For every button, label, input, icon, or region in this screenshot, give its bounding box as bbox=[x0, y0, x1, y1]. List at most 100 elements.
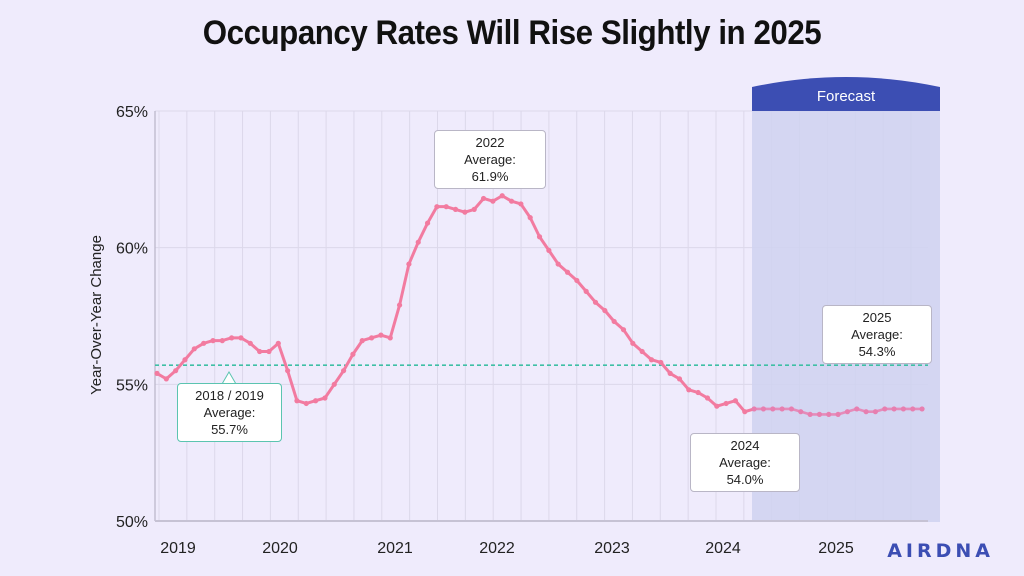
data-point bbox=[658, 359, 664, 366]
x-tick-label: 2020 bbox=[262, 540, 298, 557]
reference-line bbox=[155, 364, 928, 385]
data-point bbox=[173, 368, 179, 374]
airdna-logo: AIRDNA bbox=[887, 540, 994, 562]
data-point bbox=[676, 376, 683, 382]
data-point bbox=[695, 389, 701, 396]
data-point bbox=[341, 368, 347, 374]
data-point bbox=[564, 269, 571, 275]
data-point bbox=[508, 198, 515, 204]
data-point bbox=[415, 239, 421, 245]
annotation-title: 2022 bbox=[475, 135, 505, 150]
data-point bbox=[247, 340, 253, 346]
data-point bbox=[238, 335, 244, 341]
data-point bbox=[704, 395, 711, 401]
data-point bbox=[182, 357, 188, 363]
data-point bbox=[844, 409, 851, 415]
x-tick-label: 2024 bbox=[705, 540, 741, 557]
annotation-avg-2019: 2018 / 2019 Average: 55.7% bbox=[177, 383, 282, 442]
data-point bbox=[910, 406, 916, 412]
data-point bbox=[480, 195, 487, 202]
data-point bbox=[331, 381, 337, 387]
axes: 50% 55% 60% 65% 2019 2020 2021 2022 2023 2024 2025 bbox=[116, 104, 928, 557]
data-point bbox=[452, 206, 459, 212]
chart-title: Occupancy Rates Will Rise Slightly in 20… bbox=[202, 14, 822, 52]
y-tick-label: 55% bbox=[116, 377, 148, 394]
data-point bbox=[854, 406, 860, 412]
data-point bbox=[275, 340, 281, 346]
x-tick-label: 2022 bbox=[479, 540, 515, 557]
data-point bbox=[732, 398, 739, 404]
data-point bbox=[471, 206, 477, 212]
data-point bbox=[648, 357, 655, 363]
data-point bbox=[396, 302, 403, 308]
data-point bbox=[798, 409, 804, 415]
data-point bbox=[872, 409, 879, 415]
series-line-actual bbox=[156, 194, 755, 414]
annotation-title: 2024 bbox=[730, 438, 760, 453]
annotation-title: 2025 bbox=[862, 310, 892, 325]
data-point bbox=[546, 247, 552, 253]
annotation-title: 2018 / 2019 bbox=[195, 388, 264, 403]
annotation-value: Average: 61.9% bbox=[464, 152, 516, 184]
x-tick-label: 2025 bbox=[818, 540, 854, 557]
data-point bbox=[443, 204, 449, 210]
data-point bbox=[378, 332, 384, 338]
data-point bbox=[760, 406, 767, 412]
forecast-label: Forecast bbox=[817, 88, 876, 105]
data-point bbox=[527, 215, 533, 221]
data-point bbox=[406, 261, 412, 267]
data-point bbox=[490, 198, 496, 204]
annotation-avg-2022: 2022 Average: 61.9% bbox=[434, 130, 546, 189]
series-occupancy bbox=[154, 193, 925, 417]
data-point bbox=[322, 395, 328, 401]
data-point bbox=[303, 400, 309, 407]
data-point bbox=[359, 338, 365, 344]
data-point bbox=[266, 348, 272, 355]
data-point bbox=[882, 406, 888, 412]
forecast-header bbox=[752, 77, 940, 111]
data-point bbox=[770, 406, 776, 412]
data-point bbox=[686, 387, 692, 393]
x-tick-label: 2019 bbox=[160, 540, 196, 557]
data-point bbox=[620, 327, 627, 333]
data-point bbox=[919, 406, 925, 412]
annotation-value: Average: 54.0% bbox=[719, 455, 771, 487]
data-point bbox=[210, 338, 216, 344]
data-point bbox=[285, 368, 291, 374]
data-point bbox=[816, 411, 823, 417]
data-point bbox=[518, 201, 524, 207]
data-point bbox=[574, 277, 580, 284]
annotation-value: Average: 54.3% bbox=[851, 327, 903, 359]
annotation-avg-2024: 2024 Average: 54.0% bbox=[690, 433, 800, 492]
data-point bbox=[900, 406, 907, 412]
data-point bbox=[313, 398, 319, 404]
data-point bbox=[583, 288, 589, 294]
data-point bbox=[751, 406, 757, 412]
data-point bbox=[387, 335, 393, 341]
data-point bbox=[779, 406, 785, 412]
data-point bbox=[201, 340, 207, 346]
y-tick-label: 50% bbox=[116, 514, 148, 531]
data-point bbox=[434, 204, 440, 210]
data-point bbox=[788, 406, 795, 412]
data-point bbox=[424, 220, 431, 226]
x-tick-label: 2023 bbox=[594, 540, 630, 557]
data-point bbox=[667, 370, 673, 376]
x-tick-label: 2021 bbox=[377, 540, 413, 557]
annotation-value: Average: 55.7% bbox=[203, 405, 256, 437]
data-point bbox=[723, 400, 729, 407]
data-point bbox=[807, 411, 813, 417]
data-point bbox=[714, 403, 720, 409]
data-point bbox=[835, 411, 841, 417]
data-point bbox=[229, 335, 235, 341]
data-point bbox=[163, 376, 169, 382]
y-tick-label: 65% bbox=[116, 104, 148, 121]
data-point bbox=[555, 261, 561, 267]
data-point bbox=[826, 411, 832, 417]
data-point bbox=[742, 409, 748, 415]
data-point bbox=[154, 370, 160, 376]
data-point bbox=[536, 234, 543, 240]
data-point bbox=[602, 307, 608, 314]
data-point bbox=[219, 338, 225, 344]
